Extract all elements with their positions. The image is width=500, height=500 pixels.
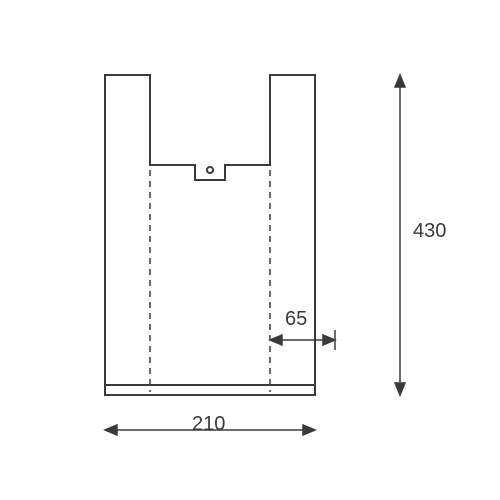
bag-outline (105, 75, 315, 395)
width-label: 210 (192, 413, 225, 436)
height-dimension (395, 75, 405, 395)
gusset-dimension (270, 330, 335, 350)
gusset-label: 65 (285, 308, 307, 331)
diagram-svg (0, 0, 500, 500)
gusset-lines (150, 170, 270, 392)
height-label: 430 (413, 220, 446, 243)
bag-diagram: 430 210 65 (0, 0, 500, 500)
